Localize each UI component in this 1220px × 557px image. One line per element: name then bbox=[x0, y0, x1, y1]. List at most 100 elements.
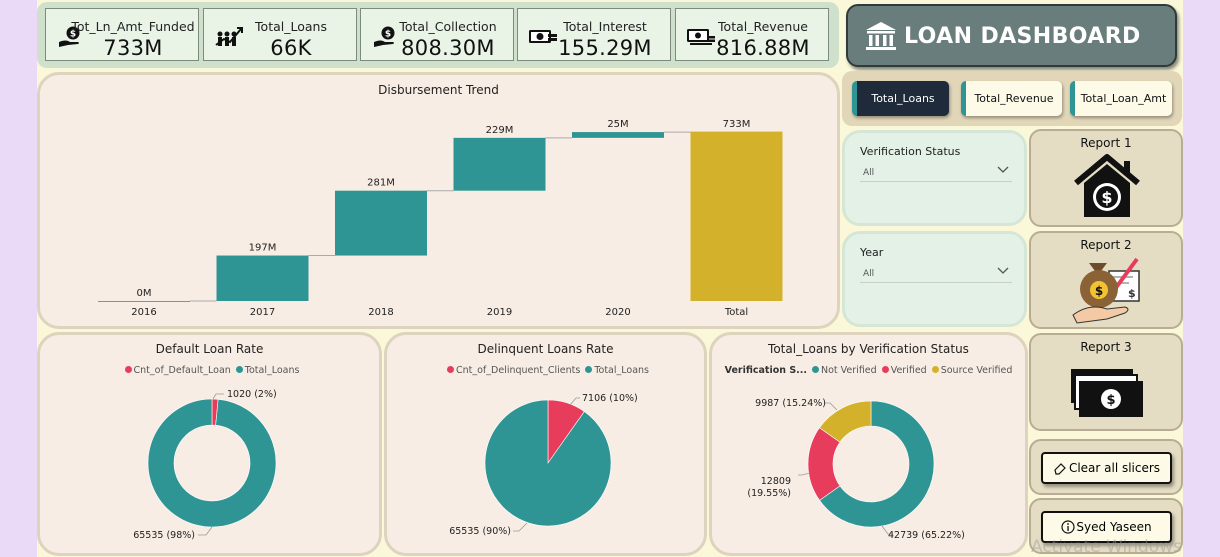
clear-all-slicers-label: Clear all slicers bbox=[1068, 461, 1161, 475]
legend-label: Cnt_of_Delinquent_Clients bbox=[455, 365, 581, 376]
money-bag-icon: $$ bbox=[1072, 257, 1140, 324]
data-label: 0M bbox=[137, 288, 152, 299]
data-label: 65535 (98%) bbox=[133, 530, 195, 541]
verification-status-slicer[interactable]: Verification Status All bbox=[842, 130, 1027, 226]
legend-swatch bbox=[881, 366, 889, 373]
legend-label: Source Verified bbox=[940, 365, 1013, 376]
year-slicer[interactable]: Year All bbox=[842, 231, 1027, 327]
legend-title: Verification S... bbox=[724, 365, 807, 376]
x-tick-label: 2016 bbox=[131, 307, 156, 318]
data-label: 7106 (10%) bbox=[582, 393, 638, 404]
chevron-down-icon[interactable] bbox=[997, 267, 1009, 275]
clear-all-slicers-button[interactable]: Clear all slicers bbox=[1041, 452, 1172, 484]
waterfall-bar bbox=[572, 132, 664, 138]
info-icon bbox=[1061, 520, 1076, 534]
nav-button-total-loan-amt[interactable]: Total_Loan_Amt bbox=[1070, 81, 1172, 116]
leader-line bbox=[569, 397, 580, 406]
kpi-card-funded[interactable]: $ Tot_Ln_Amt_Funded 733M bbox=[45, 8, 199, 61]
hand-dollar-icon: $ bbox=[374, 26, 395, 47]
legend-label: Total_Loans bbox=[594, 365, 649, 376]
x-tick-label: 2018 bbox=[368, 307, 393, 318]
x-tick-label: 2017 bbox=[250, 307, 275, 318]
legend-label: Cnt_of_Default_Loan bbox=[133, 365, 231, 376]
leader-line bbox=[198, 526, 213, 536]
legend-label: Not Verified bbox=[821, 365, 877, 376]
legend-swatch bbox=[124, 366, 132, 373]
data-label: 229M bbox=[486, 125, 514, 136]
data-label: 25M bbox=[607, 119, 628, 130]
loan-dashboard-title-button[interactable]: LOAN DASHBOARD bbox=[846, 4, 1177, 67]
eraser-icon bbox=[1054, 463, 1066, 475]
kpi-label: Tot_Ln_Amt_Funded bbox=[71, 19, 195, 34]
x-tick-label: 2019 bbox=[487, 307, 512, 318]
kpi-label: Total_Loans bbox=[255, 19, 327, 34]
legend-label: Verified bbox=[890, 365, 927, 376]
kpi-card-interest[interactable]: Total_Interest 155.29M bbox=[517, 8, 671, 61]
slicer-title: Year bbox=[860, 246, 884, 259]
report-3-button[interactable]: Report 3 $ bbox=[1029, 333, 1183, 431]
chart-title: Total_Loans by Verification Status bbox=[768, 342, 969, 356]
svg-text:$: $ bbox=[70, 30, 76, 40]
report-label: Report 1 bbox=[1080, 136, 1132, 150]
leader-line bbox=[824, 402, 838, 411]
kpi-card-collection[interactable]: $ Total_Collection 808.30M bbox=[360, 8, 514, 61]
waterfall-chart: 0M 2016 197M 2017 281M 2018 229M 2019 25M 2020 733… bbox=[98, 119, 783, 318]
legend-swatch bbox=[812, 366, 819, 373]
measure-nav-strip: Total_Loans Total_Revenue Total_Loan_Amt bbox=[842, 71, 1182, 126]
chart-legend: Cnt_of_Default_Loan Total_Loans bbox=[40, 365, 379, 376]
data-label: 281M bbox=[367, 178, 395, 189]
svg-text:$: $ bbox=[1101, 188, 1112, 207]
waterfall-bar bbox=[335, 190, 427, 256]
data-label: 733M bbox=[723, 119, 751, 130]
pie-slice bbox=[484, 399, 612, 527]
report-label: Report 2 bbox=[1080, 238, 1132, 252]
hand-dollar-icon: $ bbox=[59, 26, 80, 47]
legend-swatch bbox=[585, 366, 593, 373]
cash-stack-icon bbox=[687, 29, 715, 45]
report-label: Report 3 bbox=[1080, 340, 1132, 354]
cash-stack-icon: $ bbox=[1071, 369, 1143, 417]
people-growth-icon bbox=[215, 27, 243, 46]
nav-button-total-loans[interactable]: Total_Loans bbox=[852, 81, 949, 116]
slicer-title: Verification Status bbox=[860, 145, 961, 158]
slicer-divider bbox=[860, 181, 1012, 182]
svg-text:$: $ bbox=[1106, 393, 1115, 408]
waterfall-bar bbox=[690, 131, 783, 301]
dashboard-title: LOAN DASHBOARD bbox=[904, 24, 1141, 49]
x-tick-label: 2020 bbox=[605, 307, 630, 318]
waterfall-bar bbox=[98, 301, 190, 302]
chart-title: Delinquent Loans Rate bbox=[477, 342, 614, 356]
slicer-value[interactable]: All bbox=[863, 269, 875, 279]
kpi-value: 155.29M bbox=[558, 36, 652, 60]
data-label: 197M bbox=[249, 243, 277, 254]
disbursement-trend-panel: Disbursement Trend 0M 2016 197M 2017 281M 201… bbox=[37, 72, 840, 329]
slicer-divider bbox=[860, 282, 1012, 283]
x-tick-label: Total bbox=[724, 307, 748, 318]
kpi-card-loans[interactable]: Total_Loans 66K bbox=[203, 8, 357, 61]
author-button[interactable]: Syed Yaseen bbox=[1041, 511, 1172, 543]
nav-button-total-revenue[interactable]: Total_Revenue bbox=[961, 81, 1062, 116]
chart-legend: Cnt_of_Delinquent_Clients Total_Loans bbox=[387, 365, 704, 376]
house-dollar-icon: $ bbox=[1074, 154, 1140, 217]
data-label: 12809 bbox=[761, 476, 791, 487]
pie-slice bbox=[147, 398, 277, 528]
kpi-value: 808.30M bbox=[401, 36, 495, 60]
kpi-card-revenue[interactable]: Total_Revenue 816.88M bbox=[675, 8, 829, 61]
pie-slice bbox=[819, 400, 872, 443]
data-label: 65535 (90%) bbox=[449, 526, 511, 537]
legend-swatch bbox=[931, 366, 939, 373]
author-label: Syed Yaseen bbox=[1076, 520, 1152, 534]
leader-line bbox=[881, 525, 893, 535]
data-label: 9987 (15.24%) bbox=[755, 398, 826, 409]
activate-windows-watermark: Activate Windows bbox=[1031, 537, 1182, 557]
kpi-value: 733M bbox=[103, 36, 163, 60]
data-label: (19.55%) bbox=[747, 488, 791, 499]
report-2-button[interactable]: Report 2 $ $ bbox=[1029, 231, 1183, 329]
chevron-down-icon[interactable] bbox=[997, 166, 1009, 174]
slicer-value[interactable]: All bbox=[863, 168, 875, 178]
legend-label: Total_Loans bbox=[244, 365, 300, 376]
kpi-label: Total_Collection bbox=[399, 19, 497, 34]
waterfall-bar bbox=[453, 137, 546, 191]
verification-status-panel: Total_Loans by Verification Status Verif… bbox=[709, 332, 1028, 556]
report-1-button[interactable]: Report 1 $ bbox=[1029, 129, 1183, 227]
